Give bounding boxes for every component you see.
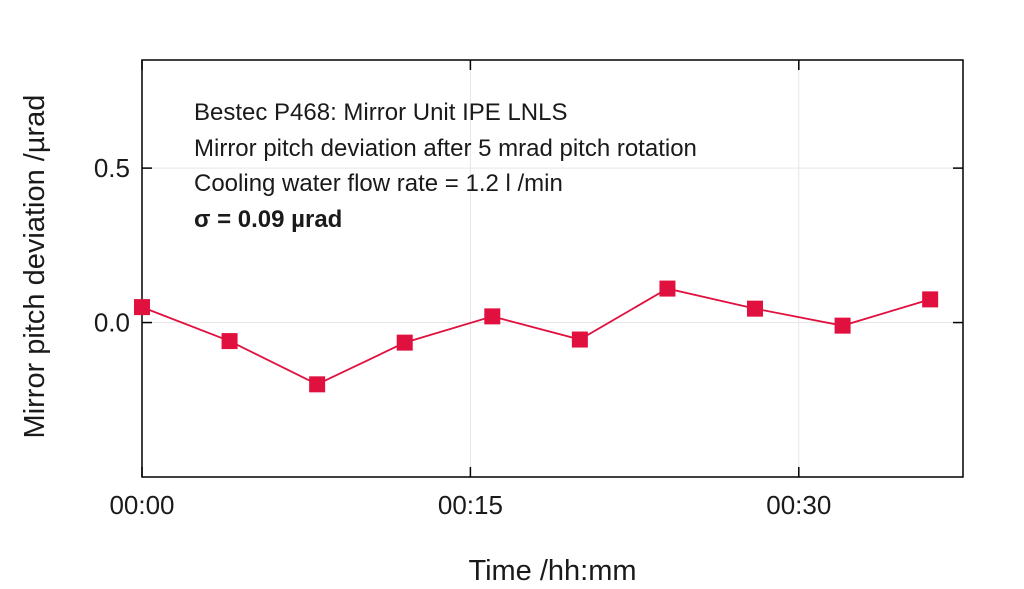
x-tick-label: 00:15 [438,490,503,520]
data-point [659,280,676,297]
annotation-line: σ = 0.09 µrad [194,206,342,233]
y-axis-label: Mirror pitch deviation /µrad [19,95,51,439]
annotation-line: Cooling water flow rate = 1.2 l /min [194,170,563,197]
x-tick-label: 00:30 [766,490,831,520]
annotation-line: Bestec P468: Mirror Unit IPE LNLS [194,99,567,126]
series-line-group [134,280,939,393]
data-point [484,308,501,325]
data-point [922,291,939,308]
y-tick-label: 0.0 [94,308,130,338]
data-point [396,334,413,351]
x-tick-label: 00:00 [109,490,174,520]
data-point [747,300,764,317]
data-point [571,331,588,348]
tick-labels: 00:00 00:15 00:30 0.0 0.5 [94,153,831,520]
data-point [134,299,150,316]
data-point [834,317,851,334]
x-axis-label: Time /hh:mm [468,555,636,587]
series-line [141,287,931,386]
data-point [221,333,238,350]
y-tick-label: 0.5 [94,153,130,183]
plot-frame [141,59,964,478]
data-point [309,376,326,393]
annotation-block: Bestec P468: Mirror Unit IPE LNLS Mirror … [194,99,697,233]
annotation-line: Mirror pitch deviation after 5 mrad pitc… [194,135,697,162]
axis-ticks [141,60,963,477]
